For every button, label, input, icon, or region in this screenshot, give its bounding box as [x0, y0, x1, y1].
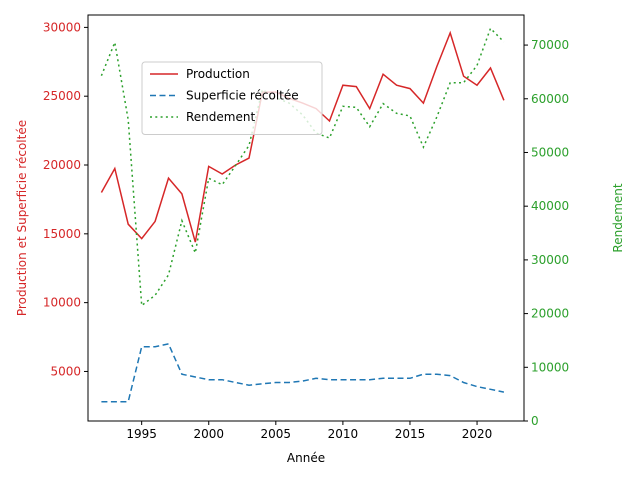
x-tick-label: 2000 — [193, 427, 224, 441]
y-left-tick-label: 15000 — [43, 227, 81, 241]
y-right-tick-label: 10000 — [531, 360, 569, 374]
x-axis: 1995 2000 2005 2010 2015 2020 — [126, 421, 492, 441]
y-left-tick-label: 20000 — [43, 158, 81, 172]
legend-label: Superficie récoltée — [186, 89, 299, 103]
plot-frame — [87, 14, 525, 422]
legend-box — [141, 61, 323, 135]
y-left-tick-label: 5000 — [50, 364, 81, 378]
y-left-tick-label: 10000 — [43, 296, 81, 310]
x-axis-label: Année — [287, 451, 325, 465]
y-axis-right-label: Rendement — [611, 183, 625, 252]
y-right-tick-label: 60000 — [531, 92, 569, 106]
legend-label: Rendement — [186, 110, 255, 124]
y-axis-left-label: Production et Superficie récoltée — [15, 120, 29, 316]
y-right-tick-label: 30000 — [531, 253, 569, 267]
series-line-1 — [101, 343, 505, 403]
x-tick-label: 2015 — [395, 427, 426, 441]
x-tick-label: 2010 — [328, 427, 359, 441]
y-right-tick-label: 20000 — [531, 307, 569, 321]
y-left-tick-label: 30000 — [43, 20, 81, 34]
legend-label: Production — [186, 67, 250, 81]
y-right-tick-label: 70000 — [531, 38, 569, 52]
y-right-tick-label: 50000 — [531, 145, 569, 159]
y-axis-left: 5000 10000 15000 20000 25000 30000 — [43, 20, 88, 378]
y-right-tick-label: 0 — [531, 414, 539, 428]
y-left-tick-label: 25000 — [43, 89, 81, 103]
x-tick-label: 2020 — [462, 427, 493, 441]
x-tick-label: 2005 — [261, 427, 292, 441]
y-right-tick-label: 40000 — [531, 199, 569, 213]
legend: Production Superficie récoltée Rendement — [141, 61, 323, 135]
y-axis-right: 0 10000 20000 30000 40000 50000 60000 70000 — [524, 38, 569, 428]
x-tick-label: 1995 — [126, 427, 157, 441]
